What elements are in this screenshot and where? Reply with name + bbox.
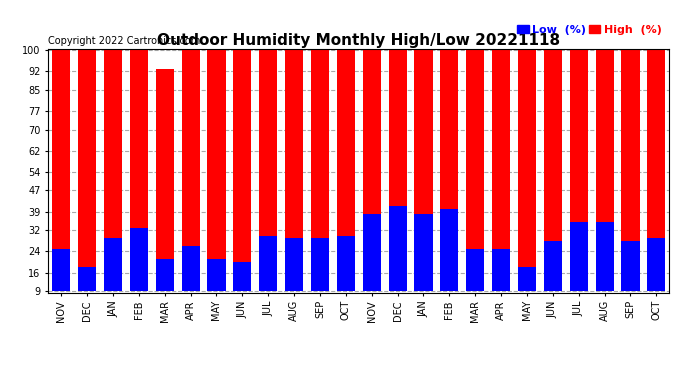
Text: Copyright 2022 Cartronics.com: Copyright 2022 Cartronics.com (48, 36, 201, 46)
Bar (208, 50, 226, 291)
Bar (415, 214, 433, 291)
Bar (544, 50, 562, 291)
Bar (78, 267, 96, 291)
Bar (622, 241, 640, 291)
Bar (518, 50, 536, 291)
Bar (570, 50, 588, 291)
Bar (311, 50, 329, 291)
Bar (52, 50, 70, 291)
Bar (285, 238, 303, 291)
Bar (466, 50, 484, 291)
Bar (337, 236, 355, 291)
Bar (130, 50, 148, 291)
Bar (363, 50, 381, 291)
Bar (337, 50, 355, 291)
Bar (233, 50, 251, 291)
Bar (259, 50, 277, 291)
Bar (622, 50, 640, 291)
Bar (104, 238, 122, 291)
Bar (363, 214, 381, 291)
Bar (388, 206, 406, 291)
Bar (518, 267, 536, 291)
Bar (208, 260, 226, 291)
Bar (595, 222, 613, 291)
Bar (156, 69, 174, 291)
Bar (181, 246, 199, 291)
Bar (52, 249, 70, 291)
Bar (647, 50, 665, 291)
Bar (570, 222, 588, 291)
Bar (595, 50, 613, 291)
Bar (492, 50, 510, 291)
Bar (233, 262, 251, 291)
Bar (259, 236, 277, 291)
Bar (466, 249, 484, 291)
Bar (104, 50, 122, 291)
Bar (156, 260, 174, 291)
Bar (415, 50, 433, 291)
Title: Outdoor Humidity Monthly High/Low 20221118: Outdoor Humidity Monthly High/Low 202211… (157, 33, 560, 48)
Bar (647, 238, 665, 291)
Bar (440, 50, 458, 291)
Bar (544, 241, 562, 291)
Bar (440, 209, 458, 291)
Bar (181, 50, 199, 291)
Bar (130, 228, 148, 291)
Bar (78, 50, 96, 291)
Bar (388, 50, 406, 291)
Bar (492, 249, 510, 291)
Bar (285, 50, 303, 291)
Bar (311, 238, 329, 291)
Legend: Low  (%), High  (%): Low (%), High (%) (515, 22, 664, 37)
